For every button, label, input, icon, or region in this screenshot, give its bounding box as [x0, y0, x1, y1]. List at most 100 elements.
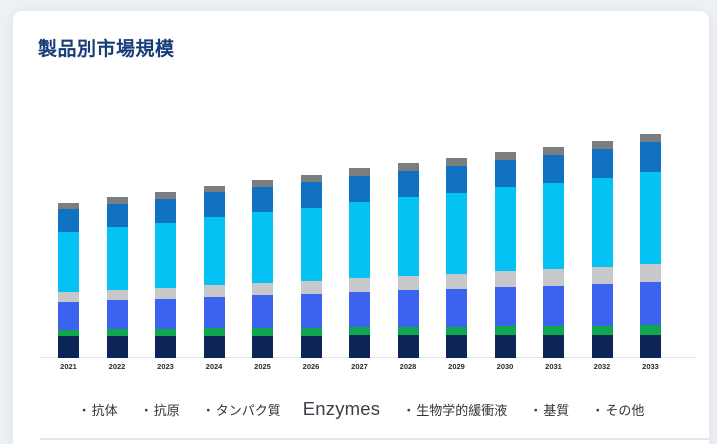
bar-2026: 2026: [300, 175, 322, 371]
x-axis-tick-label: 2024: [205, 362, 223, 371]
bar-segment-series-5: [349, 175, 370, 202]
bar-segment-series-5: [58, 208, 79, 232]
x-axis-tick-label: 2031: [545, 362, 562, 371]
bar-2029: 2029: [446, 158, 467, 371]
bar-segment-series-5: [300, 182, 322, 208]
legend-bullet-icon: ・: [529, 402, 543, 418]
x-axis-tick-label: 2028: [399, 362, 417, 371]
bar-stack: [203, 185, 225, 358]
x-axis-tick-label: 2030: [496, 362, 514, 371]
legend-item-label: その他: [605, 402, 645, 418]
bar-segment-series-3: [349, 277, 370, 292]
bar-segment-series-3: [155, 287, 176, 299]
legend-item-biological-buffers[interactable]: ・生物学的緩衝液: [402, 400, 507, 419]
bar-segment-series-0: [58, 336, 79, 358]
bar-segment-series-6: [640, 134, 661, 142]
legend-item-label: 生物学的緩衝液: [416, 402, 508, 418]
legend-item-enzymes[interactable]: Enzymes: [303, 398, 380, 420]
x-axis-tick-label: 2022: [108, 362, 126, 371]
bar-segment-series-3: [106, 289, 128, 301]
bar-2028: 2028: [397, 163, 419, 371]
section-divider: [40, 438, 709, 440]
bar-segment-series-1: [591, 325, 613, 335]
bar-stack: [58, 202, 79, 358]
bar-segment-series-6: [446, 158, 467, 166]
bar-segment-series-1: [106, 329, 128, 336]
bar-stack: [106, 197, 128, 358]
bar-segment-series-4: [252, 212, 273, 283]
bar-segment-series-4: [203, 216, 225, 285]
bar-segment-series-5: [640, 142, 661, 172]
bar-segment-series-3: [446, 273, 467, 289]
bar-2032: 2032: [591, 141, 613, 371]
legend-item-others[interactable]: ・その他: [591, 400, 644, 419]
legend-item-substrates[interactable]: ・基質: [529, 400, 569, 419]
bar-segment-series-0: [640, 335, 661, 358]
legend-item-antigens[interactable]: ・抗原: [140, 400, 180, 419]
bar-segment-series-1: [397, 326, 419, 335]
bar-segment-series-1: [203, 328, 225, 336]
bar-2025: 2025: [252, 180, 273, 371]
bar-stack: [543, 146, 564, 358]
bar-segment-series-3: [640, 264, 661, 282]
bar-segment-series-4: [155, 222, 176, 288]
bar-segment-series-4: [106, 227, 128, 290]
bar-stack: [397, 163, 419, 358]
bar-segment-series-1: [349, 327, 370, 335]
bar-segment-series-0: [155, 336, 176, 358]
legend-item-proteins[interactable]: ・タンパク質: [202, 400, 281, 419]
bar-segment-series-0: [203, 335, 225, 358]
stacked-bar-chart: 2021 2022 2023 2024 2025 2026 2027 2028 2029 2030…: [40, 125, 697, 371]
x-axis-tick-label: 2026: [302, 362, 320, 371]
legend-item-antibodies[interactable]: ・抗体: [78, 400, 118, 419]
bar-segment-series-0: [494, 335, 516, 358]
bar-segment-series-6: [58, 202, 79, 209]
bar-segment-series-4: [349, 201, 370, 278]
bar-stack: [349, 168, 370, 358]
bar-segment-series-6: [397, 163, 419, 171]
bar-2021: 2021: [58, 202, 79, 371]
bar-2024: 2024: [203, 185, 225, 371]
bar-segment-series-3: [58, 291, 79, 302]
bar-stack: [300, 175, 322, 358]
bar-segment-series-1: [252, 328, 273, 336]
bar-2030: 2030: [494, 152, 516, 371]
bar-segment-series-1: [446, 326, 467, 335]
bar-stack: [494, 152, 516, 358]
bar-segment-series-2: [640, 282, 661, 325]
bar-segment-series-2: [446, 288, 467, 327]
bar-segment-series-0: [543, 335, 564, 358]
bar-segment-series-3: [300, 280, 322, 294]
bar-segment-series-6: [300, 175, 322, 183]
bar-segment-series-5: [203, 192, 225, 217]
bar-segment-series-5: [397, 170, 419, 198]
bar-segment-series-2: [106, 300, 128, 330]
bar-segment-series-2: [155, 298, 176, 329]
bar-segment-series-4: [58, 231, 79, 292]
x-axis-tick-label: 2027: [351, 362, 368, 371]
bar-segment-series-1: [58, 329, 79, 336]
bar-stack: [591, 141, 613, 358]
bar-segment-series-4: [300, 207, 322, 281]
bar-2027: 2027: [349, 168, 370, 371]
bar-2033: 2033: [640, 134, 661, 371]
bar-segment-series-2: [300, 293, 322, 328]
bar-segment-series-2: [252, 295, 273, 328]
bar-segment-series-6: [591, 141, 613, 149]
bar-segment-series-5: [155, 198, 176, 223]
bar-segment-series-4: [446, 192, 467, 274]
x-axis-tick-label: 2021: [60, 362, 77, 371]
bar-segment-series-6: [252, 180, 273, 187]
legend-bullet-icon: ・: [77, 402, 91, 418]
legend-item-label: 抗体: [91, 402, 118, 418]
bar-segment-series-0: [300, 335, 322, 358]
bar-segment-series-5: [494, 159, 516, 188]
bar-segment-series-1: [494, 326, 516, 335]
bar-segment-series-4: [494, 187, 516, 272]
chart-legend: ・抗体・抗原・タンパク質 Enzymes ・生物学的緩衝液・基質・その他: [13, 393, 709, 425]
bar-segment-series-2: [58, 301, 79, 330]
x-axis-tick-label: 2033: [642, 362, 659, 371]
bar-segment-series-5: [543, 154, 564, 183]
bar-segment-series-5: [591, 149, 613, 178]
bar-segment-series-5: [446, 165, 467, 193]
